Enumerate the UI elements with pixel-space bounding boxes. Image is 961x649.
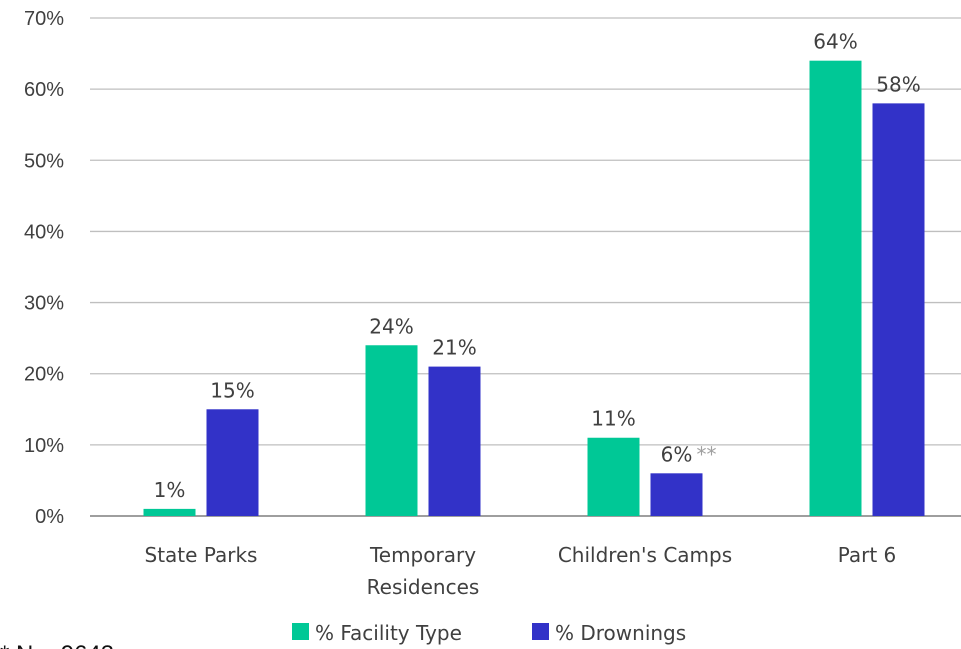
data-label: 1% <box>154 478 186 502</box>
y-tick-label: 20% <box>24 364 64 386</box>
legend: % Facility Type % Drownings <box>292 621 686 645</box>
bar <box>809 60 862 516</box>
y-tick-label: 40% <box>24 221 64 243</box>
y-axis-tick-labels: 0% 10% 20% 30% 40% 50% 60% 70% <box>24 8 64 528</box>
bars <box>143 60 925 516</box>
legend-label: % Facility Type <box>315 621 462 645</box>
y-tick-label: 70% <box>24 8 64 30</box>
data-label: 58% <box>876 72 920 96</box>
data-label: 15% <box>210 378 254 402</box>
significance-note: ** <box>697 442 717 466</box>
category-label: Temporary <box>369 543 476 567</box>
y-tick-label: 50% <box>24 150 64 172</box>
bar <box>143 508 196 516</box>
category-label: Children's Camps <box>558 543 732 567</box>
category-label: Part 6 <box>838 543 897 567</box>
footnote: * N = 9643 <box>0 641 114 649</box>
y-tick-label: 0% <box>35 506 64 528</box>
bar <box>365 345 418 516</box>
y-tick-label: 10% <box>24 435 64 457</box>
bar <box>428 366 481 516</box>
bar <box>206 409 259 516</box>
legend-swatch <box>532 623 549 640</box>
category-label: Residences <box>367 575 480 599</box>
bar <box>872 103 925 516</box>
bar <box>587 437 640 516</box>
data-label: 11% <box>591 407 635 431</box>
data-label: 64% <box>813 30 857 54</box>
bar <box>650 473 703 516</box>
legend-label: % Drownings <box>555 621 686 645</box>
data-label: 24% <box>369 314 413 338</box>
data-label: 21% <box>432 336 476 360</box>
legend-swatch <box>292 623 309 640</box>
y-tick-label: 30% <box>24 293 64 315</box>
data-labels: 1% 24% 11% 64% 15% 21% 6% ** 58% <box>154 30 921 502</box>
data-label: 6% <box>661 442 693 466</box>
category-labels: State Parks Temporary Residences Children's… <box>145 543 897 599</box>
category-label: State Parks <box>145 543 258 567</box>
y-tick-label: 60% <box>24 79 64 101</box>
